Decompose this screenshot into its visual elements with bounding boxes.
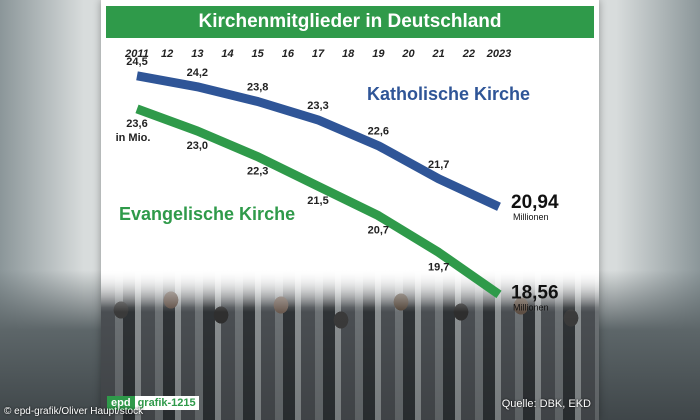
data-label: 23,6: [126, 118, 147, 130]
x-tick-label: 18: [342, 48, 355, 60]
photo-fade: [101, 270, 599, 420]
chart-title: Kirchenmitglieder in Deutschland: [106, 6, 594, 38]
series-line-katholisch: [136, 71, 501, 211]
data-label: 24,5: [126, 56, 147, 68]
final-value-unit: Millionen: [513, 302, 549, 312]
final-value: 18,56: [511, 282, 559, 303]
data-label: 23,0: [187, 140, 208, 152]
data-label: 21,5: [307, 195, 328, 207]
x-tick-label: 16: [282, 48, 295, 60]
data-label: 21,7: [428, 159, 449, 171]
x-tick-label: 22: [462, 48, 475, 60]
x-tick-label: 14: [221, 48, 233, 60]
data-label: 23,8: [247, 82, 268, 94]
final-value: 20,94: [511, 192, 559, 213]
data-label: 19,7: [428, 261, 449, 273]
brand-part-2: grafik-1215: [134, 396, 199, 410]
brand-part-1: epd: [107, 396, 135, 410]
unit-note: in Mio.: [116, 132, 151, 144]
data-label: 23,3: [307, 100, 328, 112]
series-name-evangelisch: Evangelische Kirche: [119, 204, 295, 224]
source-note: Quelle: DBK, EKD: [501, 398, 591, 410]
data-label: 20,7: [368, 225, 389, 237]
x-tick-label: 20: [401, 48, 415, 60]
data-label: 24,2: [187, 67, 208, 79]
final-value-unit: Millionen: [513, 212, 549, 222]
chart-svg: 2011 12 13 14 15 16 17 18 19 20 21 22 2023 24,5 24,2 23…: [116, 48, 559, 312]
x-tick-label: 12: [161, 48, 173, 60]
data-label: 22,6: [368, 126, 389, 138]
data-label: 22,3: [247, 166, 268, 178]
x-tick-label: 2011: [124, 48, 149, 60]
infographic-card: Kirchenmitglieder in Deutschland 2011 12 1…: [101, 0, 599, 420]
x-tick-label: 2023: [486, 48, 511, 60]
series-line-evangelisch: [135, 104, 502, 299]
series-name-katholisch: Katholische Kirche: [367, 84, 530, 104]
x-tick-label: 21: [432, 48, 445, 60]
x-tick-label: 19: [372, 48, 385, 60]
image-credit: © epd-grafik/Oliver Haupt/stock: [4, 406, 144, 417]
x-tick-label: 15: [252, 48, 265, 60]
x-tick-label: 17: [312, 48, 325, 60]
x-tick-label: 13: [191, 48, 203, 60]
brand-logo: epd grafik-1215: [107, 396, 199, 410]
